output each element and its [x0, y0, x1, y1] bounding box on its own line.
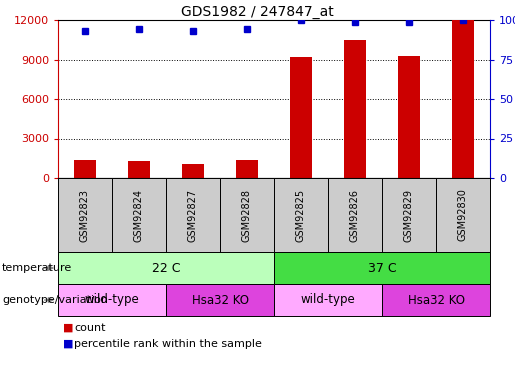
Text: 37 C: 37 C — [368, 261, 397, 274]
Bar — [128, 161, 150, 178]
Bar — [328, 178, 382, 252]
Bar — [382, 284, 490, 316]
Bar — [112, 178, 166, 252]
Text: GSM92829: GSM92829 — [404, 189, 414, 242]
Bar — [398, 56, 420, 178]
Text: ■: ■ — [63, 339, 74, 349]
Bar — [74, 160, 96, 178]
Text: count: count — [74, 323, 106, 333]
Text: temperature: temperature — [2, 263, 72, 273]
Bar — [166, 178, 220, 252]
Bar — [166, 284, 274, 316]
Bar — [58, 252, 274, 284]
Bar — [290, 57, 312, 178]
Text: GSM92826: GSM92826 — [350, 189, 360, 242]
Text: GSM92823: GSM92823 — [80, 189, 90, 242]
Text: ■: ■ — [63, 323, 74, 333]
Bar — [58, 178, 112, 252]
Bar — [236, 160, 258, 178]
Text: Hsa32 KO: Hsa32 KO — [192, 294, 249, 306]
Text: GSM92825: GSM92825 — [296, 188, 306, 242]
Text: 22 C: 22 C — [152, 261, 180, 274]
Bar — [274, 284, 382, 316]
Text: wild-type: wild-type — [301, 294, 355, 306]
Text: GSM92824: GSM92824 — [134, 189, 144, 242]
Bar — [274, 252, 490, 284]
Bar — [220, 178, 274, 252]
Text: GSM92827: GSM92827 — [188, 188, 198, 242]
Bar — [452, 20, 474, 178]
Bar — [382, 178, 436, 252]
Text: genotype/variation: genotype/variation — [2, 295, 108, 305]
Text: GSM92830: GSM92830 — [458, 189, 468, 242]
Bar — [182, 164, 204, 178]
Text: GSM92828: GSM92828 — [242, 189, 252, 242]
Bar — [58, 284, 166, 316]
Bar — [344, 40, 366, 178]
Text: Hsa32 KO: Hsa32 KO — [407, 294, 465, 306]
Bar — [436, 178, 490, 252]
Bar — [274, 178, 328, 252]
Text: wild-type: wild-type — [84, 294, 140, 306]
Text: GDS1982 / 247847_at: GDS1982 / 247847_at — [181, 5, 334, 19]
Text: percentile rank within the sample: percentile rank within the sample — [74, 339, 262, 349]
